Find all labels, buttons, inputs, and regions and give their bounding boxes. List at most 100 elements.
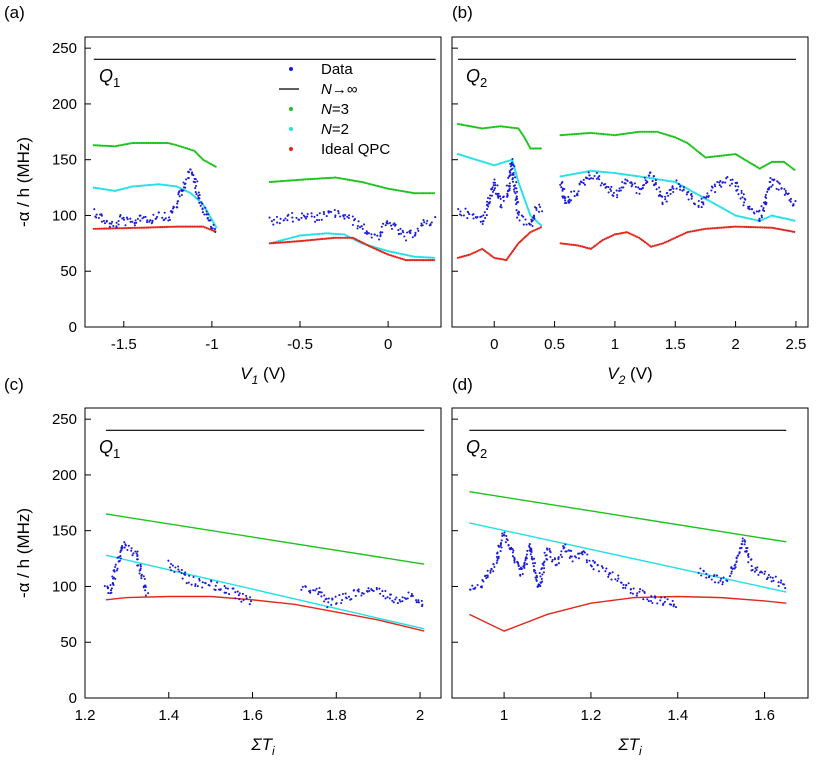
series-ideal-qpc-point	[472, 251, 475, 254]
series-ideal-qpc-point	[420, 259, 423, 262]
series-data-point	[171, 211, 174, 214]
series-n3-point	[647, 130, 650, 133]
series-n3-point	[781, 160, 784, 163]
series-n2-point	[516, 179, 520, 182]
series-n2-point	[782, 217, 786, 220]
series-data-point	[528, 223, 531, 226]
series-data-point	[499, 203, 503, 207]
series-data-point	[245, 597, 248, 600]
series-n3-point	[577, 132, 580, 135]
series-data-point	[192, 174, 195, 177]
series-data-point	[564, 543, 567, 546]
series-data-point	[334, 214, 337, 217]
series-ideal-qpc-point	[586, 246, 589, 250]
series-ideal-qpc-point	[100, 227, 103, 230]
series-data-point	[420, 599, 423, 602]
series-n3-point	[126, 142, 129, 146]
series-data-point	[517, 563, 520, 566]
series-data-point	[195, 193, 198, 196]
series-data-point	[622, 186, 625, 189]
series-n2-point	[739, 215, 742, 218]
series-n3-point	[727, 153, 730, 156]
series-data-point	[232, 587, 235, 590]
series-data-point	[489, 194, 492, 197]
series-n2-point	[666, 179, 670, 182]
series-data-point	[206, 216, 209, 219]
legend-entry-ideal: Ideal QPC	[321, 141, 390, 158]
series-data-point	[713, 183, 716, 186]
series-data-point	[541, 210, 544, 213]
series-n3-point	[645, 130, 648, 133]
q-label: Q1	[99, 437, 120, 461]
series-data-point	[298, 218, 301, 221]
series-data-point	[204, 206, 207, 209]
series-n3-point	[380, 185, 383, 188]
series-data-point	[734, 566, 737, 569]
series-ideal-qpc-point	[402, 258, 406, 261]
series-data-point	[737, 185, 740, 188]
series-n3-point	[108, 144, 111, 148]
series-data-point	[629, 588, 632, 591]
series-ideal-qpc-line	[469, 595, 787, 632]
series-n3-point	[529, 147, 532, 150]
series-data-point	[115, 226, 118, 229]
series-data-point	[397, 229, 400, 232]
series-n3-point	[325, 177, 328, 180]
series-data-point	[372, 589, 375, 593]
series-data-point	[549, 551, 552, 554]
series-ideal-qpc-point	[477, 249, 480, 252]
series-data-point	[171, 564, 174, 567]
series-ideal-qpc-point	[122, 227, 125, 230]
series-n2-point	[309, 233, 312, 236]
series-n2-point	[620, 172, 623, 176]
series-data-point	[493, 187, 497, 190]
series-n3-point	[98, 144, 101, 147]
series-n2-point	[516, 177, 519, 180]
series-n2-point	[417, 255, 420, 258]
series-n2-point	[321, 232, 324, 235]
series-data-point	[555, 563, 558, 566]
series-n2-point	[157, 183, 161, 186]
series-n2-point	[339, 233, 342, 236]
series-n2-point	[772, 214, 775, 217]
series-data-point	[664, 195, 667, 198]
series-n2-line	[105, 554, 425, 630]
series-data-point	[384, 224, 387, 227]
series-data-point	[214, 584, 217, 587]
series-data-point	[370, 236, 373, 239]
series-data-point	[401, 596, 404, 599]
series-data-point	[722, 576, 725, 579]
series-n3-point	[284, 179, 287, 182]
series-n2-point	[325, 232, 328, 235]
series-ideal-qpc-point	[581, 245, 584, 248]
series-data-point	[486, 575, 489, 579]
series-data-point	[538, 572, 541, 575]
series-data-point	[511, 180, 514, 183]
series-ideal-qpc-point	[793, 230, 796, 233]
series-data-point	[666, 598, 669, 601]
series-ideal-qpc-point	[779, 228, 782, 231]
series-data-point	[598, 178, 601, 181]
series-n3-point	[348, 178, 351, 181]
series-data-point	[356, 224, 359, 228]
series-n3-point	[508, 126, 511, 129]
series-data-point	[144, 585, 147, 589]
series-data-point	[334, 595, 337, 598]
y-tick-label: 50	[60, 634, 77, 651]
series-data-point	[192, 180, 195, 183]
series-ideal-qpc-point	[186, 225, 189, 228]
series-data-point	[121, 546, 124, 549]
series-n2-point	[619, 172, 622, 175]
series-data-point	[176, 202, 179, 205]
series-data-point	[654, 179, 657, 182]
series-data-point	[213, 228, 217, 231]
series-ideal-qpc-point	[103, 227, 106, 230]
series-n3-point	[274, 180, 277, 183]
series-ideal-qpc-point	[427, 259, 430, 262]
series-ideal-qpc-point	[170, 225, 173, 228]
series-n3-point	[115, 144, 118, 148]
series-n3-point	[173, 143, 176, 146]
series-data-point	[491, 190, 495, 193]
series-data-point	[176, 200, 179, 203]
series-data-point	[392, 601, 395, 604]
